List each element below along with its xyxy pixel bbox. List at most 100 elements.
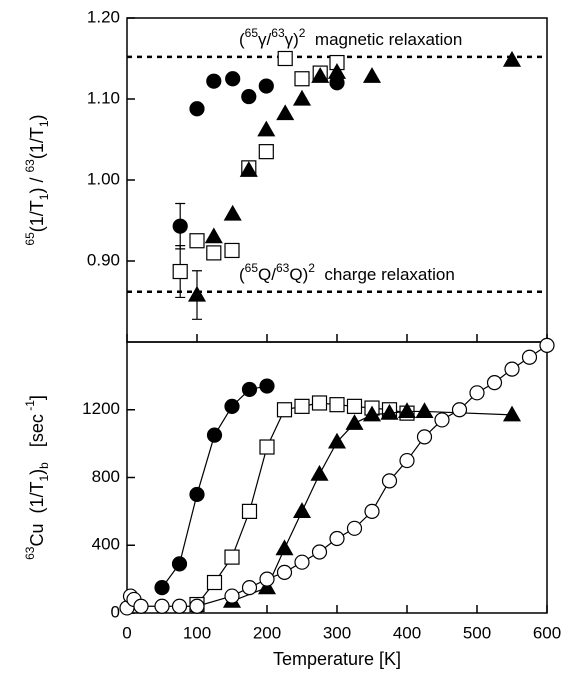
point: [380, 403, 399, 420]
point: [171, 556, 188, 572]
text-part: [sec: [27, 414, 47, 462]
text-part: (1/T: [27, 127, 47, 159]
text-part: 65: [245, 261, 259, 275]
point: [258, 78, 274, 94]
point: [223, 204, 242, 221]
point: [399, 452, 415, 469]
point: [486, 375, 503, 391]
point: [329, 397, 345, 413]
point: [539, 337, 555, 353]
annotation: (65Q/63Q)2 charge relaxation: [239, 261, 455, 284]
point: [292, 89, 312, 106]
text-part: 2: [299, 26, 306, 40]
point: [276, 104, 295, 121]
point: [239, 161, 258, 177]
point: [224, 242, 240, 259]
y-tick-label: 400: [92, 535, 120, 554]
y-tick-label: 1.20: [87, 7, 120, 26]
text-part: Q/: [258, 265, 276, 284]
point: [259, 378, 275, 394]
point: [258, 144, 274, 160]
point: [172, 218, 188, 234]
point: [224, 398, 240, 414]
y-axis-label: 65(1/T1) / 63(1/T1): [23, 114, 51, 245]
point: [469, 385, 485, 401]
point: [327, 63, 347, 79]
point: [206, 245, 222, 261]
point: [172, 263, 188, 280]
point: [259, 571, 275, 587]
point: [504, 361, 520, 377]
point: [187, 285, 207, 302]
point: [294, 554, 310, 570]
point: [362, 67, 382, 83]
text-part: ]: [27, 395, 47, 400]
x-tick-label: 100: [183, 623, 211, 642]
point: [189, 101, 205, 117]
y-tick-label: 0.90: [87, 250, 120, 269]
x-tick-label: 300: [323, 623, 351, 642]
point: [346, 398, 363, 414]
y-tick-label: 1200: [82, 399, 120, 418]
text-part: Q): [289, 265, 308, 284]
text-part: 63: [276, 261, 290, 275]
text-part: b: [37, 462, 51, 469]
point: [241, 503, 258, 519]
text-part: 2: [308, 261, 315, 275]
point: [346, 520, 363, 536]
point: [206, 73, 222, 89]
point: [362, 405, 382, 422]
text-part: (: [239, 265, 245, 284]
point: [277, 50, 293, 67]
point: [241, 381, 258, 398]
x-axis-label: Temperature [K]: [273, 649, 401, 669]
text-part: magnetic relaxation: [305, 30, 462, 49]
text-part: ): [27, 114, 47, 120]
text-part: γ): [285, 30, 299, 49]
text-part: ) /: [27, 173, 47, 194]
text-part: 65: [245, 26, 259, 40]
text-part: Cu (1/T: [27, 482, 47, 547]
point: [189, 598, 205, 614]
point: [241, 88, 257, 105]
text-part: charge relaxation: [315, 265, 455, 284]
point: [224, 588, 240, 604]
point: [189, 486, 205, 503]
point: [310, 464, 329, 481]
point: [154, 579, 170, 596]
text-part: 1: [37, 120, 51, 127]
point: [345, 414, 364, 430]
point: [276, 564, 293, 580]
point: [502, 50, 522, 67]
point: [275, 539, 294, 556]
point: [521, 349, 538, 365]
text-part: 63: [23, 159, 37, 173]
x-tick-label: 200: [253, 623, 281, 642]
x-tick-label: 500: [463, 623, 491, 642]
y-tick-label: 0: [111, 602, 120, 621]
plot-frame: [126, 341, 548, 614]
point: [502, 405, 522, 422]
text-part: 63: [271, 26, 285, 40]
point: [415, 402, 434, 419]
point: [206, 427, 223, 443]
x-tick-label: 0: [122, 623, 131, 642]
annotation: (65γ/63γ)2 magnetic relaxation: [239, 26, 462, 49]
y-tick-label: 1.00: [87, 169, 120, 188]
text-part: γ/: [258, 30, 272, 49]
point: [381, 473, 398, 489]
point: [259, 439, 275, 455]
point: [397, 402, 417, 419]
point: [311, 544, 328, 560]
point: [224, 549, 240, 565]
point: [416, 429, 433, 445]
text-part: -1: [23, 400, 37, 414]
text-part: 1: [37, 475, 51, 482]
point: [276, 402, 293, 418]
y-tick-label: 800: [92, 467, 120, 486]
text-part: ): [27, 469, 47, 475]
point: [189, 233, 205, 249]
point: [311, 67, 330, 83]
point: [257, 120, 276, 137]
